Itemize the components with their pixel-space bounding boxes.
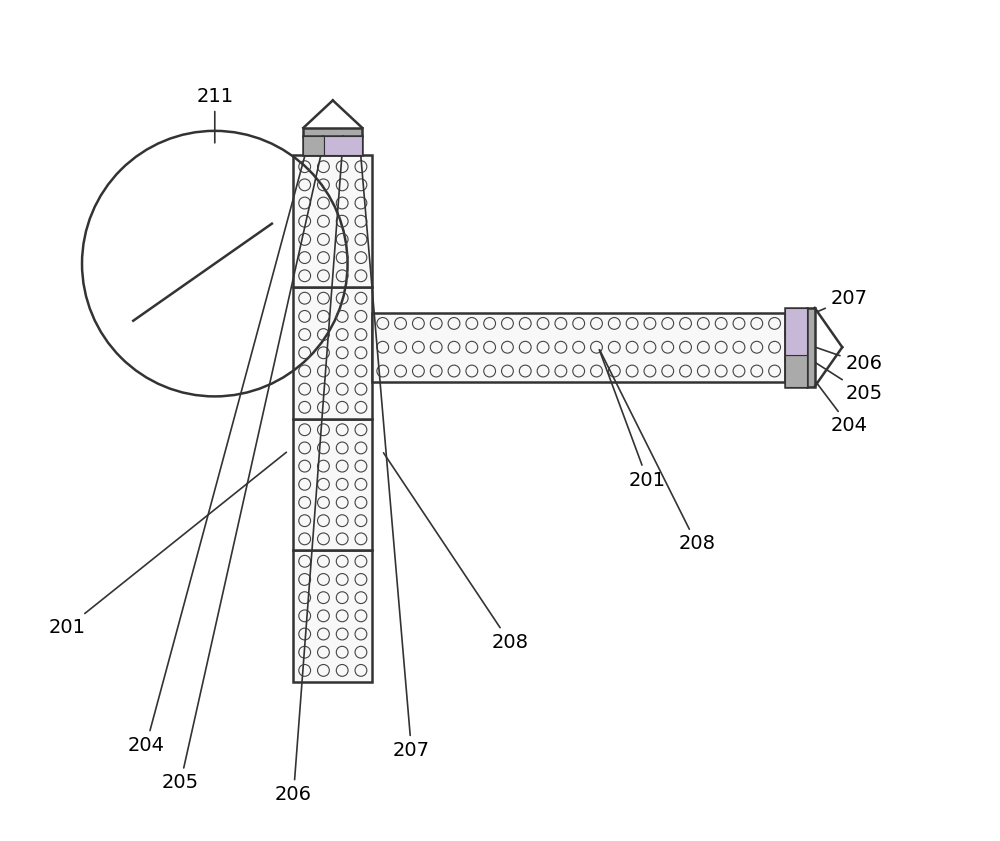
Polygon shape — [785, 355, 807, 387]
Polygon shape — [807, 308, 815, 387]
Polygon shape — [293, 156, 372, 287]
Text: 208: 208 — [384, 452, 528, 652]
Polygon shape — [785, 308, 807, 355]
Polygon shape — [303, 135, 362, 156]
Polygon shape — [303, 135, 324, 156]
Polygon shape — [293, 287, 372, 419]
Text: 206: 206 — [812, 346, 882, 373]
Polygon shape — [303, 128, 362, 135]
Polygon shape — [785, 308, 807, 387]
Polygon shape — [324, 135, 362, 156]
Text: 201: 201 — [49, 452, 286, 637]
Text: 201: 201 — [599, 350, 666, 489]
Text: 207: 207 — [817, 288, 868, 312]
Text: 208: 208 — [600, 350, 715, 553]
Polygon shape — [293, 550, 372, 681]
Text: 207: 207 — [361, 153, 430, 760]
Polygon shape — [293, 419, 372, 550]
Text: 204: 204 — [811, 376, 868, 436]
Text: 205: 205 — [162, 148, 322, 792]
Text: 206: 206 — [275, 148, 342, 804]
Text: 204: 204 — [127, 153, 306, 755]
Text: 211: 211 — [196, 87, 233, 143]
Polygon shape — [372, 313, 785, 382]
Text: 205: 205 — [812, 361, 882, 403]
